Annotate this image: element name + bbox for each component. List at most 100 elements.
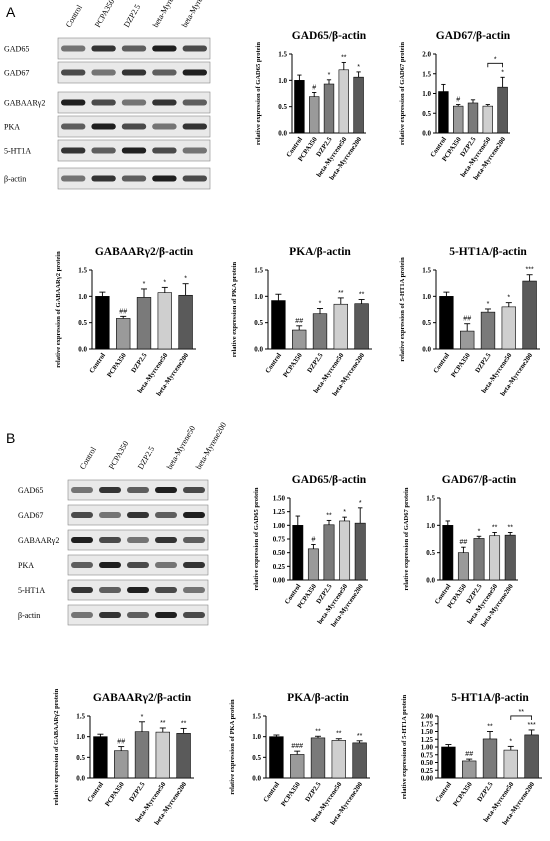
blot-row-label: β-actin — [4, 175, 26, 184]
blot-band — [91, 99, 116, 106]
significance-mark: *** — [528, 722, 536, 729]
significance-mark: # — [311, 536, 315, 543]
blot-band — [182, 69, 207, 76]
x-tick-label: PCPA350 — [282, 352, 304, 379]
blot-band — [152, 99, 177, 106]
blot-membrane — [67, 554, 209, 576]
blot-membrane — [57, 37, 211, 60]
y-tick-label: 0.0 — [422, 130, 431, 138]
x-tick-label: Control — [264, 352, 283, 375]
significance-mark: * — [507, 295, 510, 302]
bar-chart: GABAARγ2/β-actin relative expression of G… — [53, 688, 194, 826]
blot-row-label: GABAARγ2 — [18, 536, 59, 545]
y-tick-label: 0.5 — [422, 110, 431, 118]
bar — [467, 102, 479, 134]
significance-mark: ** — [160, 720, 166, 727]
chart-title: GAD67/β-actin — [442, 474, 517, 486]
panel-letter-a: A — [6, 4, 16, 20]
bar-chart: GAD67/β-actin relative expression of GAD6… — [399, 30, 511, 181]
y-axis-label: relative expression of GAD67 protein — [403, 487, 410, 590]
x-tick-label: PCPA350 — [450, 352, 472, 379]
blot-row-label: PKA — [18, 561, 34, 570]
y-tick-label: 1.0 — [254, 293, 263, 301]
y-tick-label: 0.0 — [252, 775, 261, 783]
blot-band — [127, 537, 149, 543]
blot-membrane — [57, 61, 211, 84]
blot-lane-label: beta-Myrene50 — [165, 424, 197, 471]
y-tick-label: 1.0 — [422, 90, 431, 98]
y-tick-label: 0.0 — [254, 346, 263, 354]
blot-band — [99, 512, 121, 518]
blot-band — [61, 69, 86, 76]
blot-band — [127, 512, 149, 518]
bar — [439, 296, 454, 350]
bracket-significance: * — [494, 56, 497, 63]
blot-lane-label: PCPA350 — [107, 439, 130, 471]
significance-mark: ** — [326, 512, 332, 519]
blot-band — [121, 123, 147, 130]
y-tick-label: 1.5 — [278, 51, 287, 59]
y-tick-label: 0.00 — [273, 577, 286, 585]
significance-mark: * — [478, 528, 481, 535]
blot-membrane — [57, 139, 211, 162]
blot-band — [183, 612, 205, 618]
y-axis-label: relative expression of PKA protein — [229, 699, 236, 795]
y-tick-label: 0.50 — [273, 549, 286, 557]
y-tick-label: 1.00 — [273, 522, 286, 530]
y-tick-label: 0.0 — [76, 775, 85, 783]
y-tick-label: 1.5 — [252, 713, 261, 721]
significance-mark: ## — [465, 751, 473, 758]
chart-title: GAD67/β-actin — [436, 30, 511, 42]
bar — [501, 306, 516, 350]
significance-mark: * — [319, 300, 322, 307]
y-axis-label: relative expression of GAD65 protein — [255, 42, 262, 145]
significance-mark: * — [141, 714, 144, 721]
blot-membrane — [57, 91, 211, 114]
blot-band — [155, 512, 177, 518]
y-tick-label: 1.00 — [421, 744, 434, 752]
blot-band — [71, 612, 93, 618]
y-tick-label: 0.0 — [422, 346, 431, 354]
y-tick-label: 0.5 — [76, 754, 85, 762]
blot-lane-label: PCPA350 — [93, 0, 116, 29]
bar — [333, 303, 348, 350]
y-tick-label: 0.0 — [426, 577, 435, 585]
blot-band — [152, 147, 177, 154]
x-tick-label: DZP2.5 — [476, 781, 495, 804]
significance-mark: * — [359, 500, 362, 507]
blot-band — [155, 487, 177, 493]
blot-band — [91, 175, 116, 182]
blot-band — [182, 45, 207, 52]
significance-mark: * — [501, 69, 504, 76]
x-tick-label: Control — [262, 781, 281, 804]
y-axis-label: relative expression of GAD65 protein — [253, 487, 260, 590]
bar — [522, 280, 537, 350]
blot-band — [155, 562, 177, 568]
bar — [457, 552, 469, 581]
blot-band — [127, 587, 149, 593]
x-tick-label: DZP2.5 — [128, 781, 147, 804]
blot-band — [127, 612, 149, 618]
blot-band — [155, 587, 177, 593]
significance-mark: * — [509, 738, 512, 745]
bar — [93, 736, 108, 779]
y-tick-label: 0.75 — [421, 751, 434, 759]
chart-title: GAD65/β-actin — [292, 30, 367, 42]
bar — [354, 522, 366, 581]
y-tick-label: 2.0 — [422, 51, 431, 59]
x-tick-label: Control — [432, 352, 451, 375]
significance-mark: ** — [507, 524, 513, 531]
bar — [294, 80, 305, 134]
bar — [497, 86, 508, 134]
bar — [176, 733, 191, 779]
chart-title: GAD65/β-actin — [292, 474, 367, 486]
y-tick-label: 1.0 — [278, 77, 287, 85]
bar — [331, 740, 346, 779]
blot-band — [183, 562, 205, 568]
significance-mark: ** — [492, 524, 498, 531]
y-tick-label: 1.5 — [426, 495, 435, 503]
blot-row-label: PKA — [4, 123, 20, 132]
blot-band — [121, 147, 147, 154]
y-tick-label: 1.0 — [252, 733, 261, 741]
bar — [114, 750, 129, 779]
